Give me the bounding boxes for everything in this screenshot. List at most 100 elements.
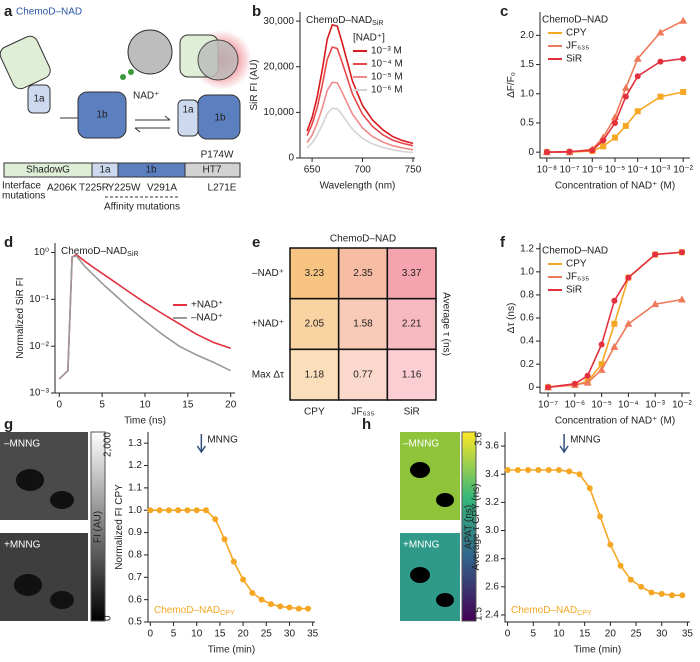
marker (589, 147, 596, 154)
marker (571, 380, 578, 387)
schematic-title: ChemoD–NAD (16, 7, 82, 18)
bar-label: 1a (99, 165, 111, 176)
x-tick-label: 0 (57, 400, 63, 411)
chart-title-main: ChemoD–NAD (306, 15, 372, 26)
marker (504, 467, 511, 473)
marker (545, 384, 552, 391)
y-tick-label: 0.4 (520, 336, 534, 347)
y-tick-label: 3.6 (485, 441, 499, 452)
y-tick-label: 1.2 (520, 243, 534, 254)
interface-label: Interface (2, 181, 41, 192)
micrograph (400, 533, 460, 621)
marker (612, 134, 618, 141)
x-tick-label: 700 (354, 165, 371, 176)
marker (677, 295, 686, 303)
colorbar (90, 431, 106, 622)
marker (624, 319, 633, 327)
x-tick-label: 10⁻⁶ (582, 165, 603, 176)
series-line (306, 46, 414, 147)
shadowg-left (0, 35, 51, 90)
chart-label: ChemoD–NADCPY (154, 605, 235, 618)
x-axis-label: Time (min) (574, 645, 621, 656)
marker (634, 108, 641, 115)
y-tick-label: 0 (528, 382, 534, 393)
marker (607, 541, 614, 548)
chart-label-main: ChemoD–NAD (511, 605, 577, 616)
domain-label: 1b (214, 113, 226, 124)
marker (597, 513, 604, 520)
marker (617, 562, 624, 569)
panel-label: c (500, 3, 508, 20)
marker (543, 149, 550, 156)
colorbar-tick: 1.5 (474, 607, 485, 621)
marker (633, 54, 642, 62)
x-axis-label: Wavelength (nm) (320, 181, 396, 192)
marker (622, 93, 629, 100)
y-tick-label: 0 (288, 153, 294, 164)
marker (611, 320, 618, 327)
marker (669, 592, 676, 599)
x-tick-label: 5 (171, 629, 177, 640)
ht7-right (197, 39, 239, 81)
y-tick-label: 3.2 (485, 497, 499, 508)
legend-label: CPY (566, 259, 587, 270)
marker (625, 274, 632, 281)
y-tick-label: 3.4 (485, 469, 499, 480)
y-tick-label: 0.9 (128, 527, 142, 538)
nad-icon (128, 69, 134, 75)
x-tick-label: 0 (505, 629, 511, 640)
y-tick-label: 10⁻² (29, 341, 49, 352)
cell (14, 574, 42, 596)
marker (621, 83, 630, 91)
y-tick-label: 0.8 (520, 290, 534, 301)
marker (652, 251, 659, 258)
heat-value: 0.77 (353, 369, 373, 380)
y-axis-label: Δτ (ns) (506, 303, 517, 334)
heat-value: 1.18 (305, 369, 325, 380)
marker (611, 297, 618, 304)
y-tick-label: 2.4 (485, 610, 499, 621)
condition-label: +MNNG (4, 540, 41, 551)
x-tick-label: 10⁻² (672, 400, 692, 411)
panel-label: d (4, 234, 13, 251)
marker (679, 16, 688, 24)
marker (576, 471, 583, 478)
y-tick-label: 2.6 (485, 581, 499, 592)
y-axis-label: Normalized FI CPY (114, 484, 125, 570)
chart-label: ChemoD–NADCPY (511, 605, 592, 618)
y-tick-label: 1.1 (128, 483, 142, 494)
marker (535, 467, 542, 473)
x-tick-label: 5 (530, 629, 536, 640)
y-axis-label: Average τ CPY (ns) (471, 484, 482, 571)
y-tick-label: 0.8 (128, 550, 142, 561)
cell (410, 462, 430, 478)
panel-label: h (362, 416, 371, 433)
y-tick-label: 2.0 (520, 30, 534, 41)
marker (193, 507, 200, 514)
legend-label: –NAD⁺ (191, 313, 223, 324)
x-tick-label: 10⁻⁷ (560, 165, 580, 176)
x-axis-label: Concentration of NAD⁺ (M) (555, 181, 675, 192)
domain-1a-left (27, 84, 51, 114)
column-label: SiR (404, 407, 420, 418)
x-tick-label: 10⁻³ (645, 400, 665, 411)
panel-label: b (252, 3, 261, 20)
x-axis-label: Time (min) (208, 645, 255, 656)
x-tick-label: 25 (261, 629, 273, 640)
heat-value: 3.37 (402, 268, 422, 279)
domain-label: 1a (33, 94, 45, 105)
domain-label: 1a (182, 105, 194, 116)
chart-label-main: ChemoD–NAD (154, 605, 220, 616)
domain-label: 1b (96, 110, 108, 121)
heat-value: 1.58 (353, 319, 373, 330)
annotation-text: MNNG (207, 435, 238, 446)
cell (436, 493, 454, 507)
x-tick-label: 25 (630, 629, 642, 640)
y-tick-label: 1.3 (128, 438, 142, 449)
marker (221, 536, 228, 543)
bar-label: HT7 (203, 165, 222, 176)
row-label: Max Δτ (252, 369, 284, 380)
marker (638, 583, 645, 590)
y-tick-label: 10⁰ (34, 247, 49, 258)
